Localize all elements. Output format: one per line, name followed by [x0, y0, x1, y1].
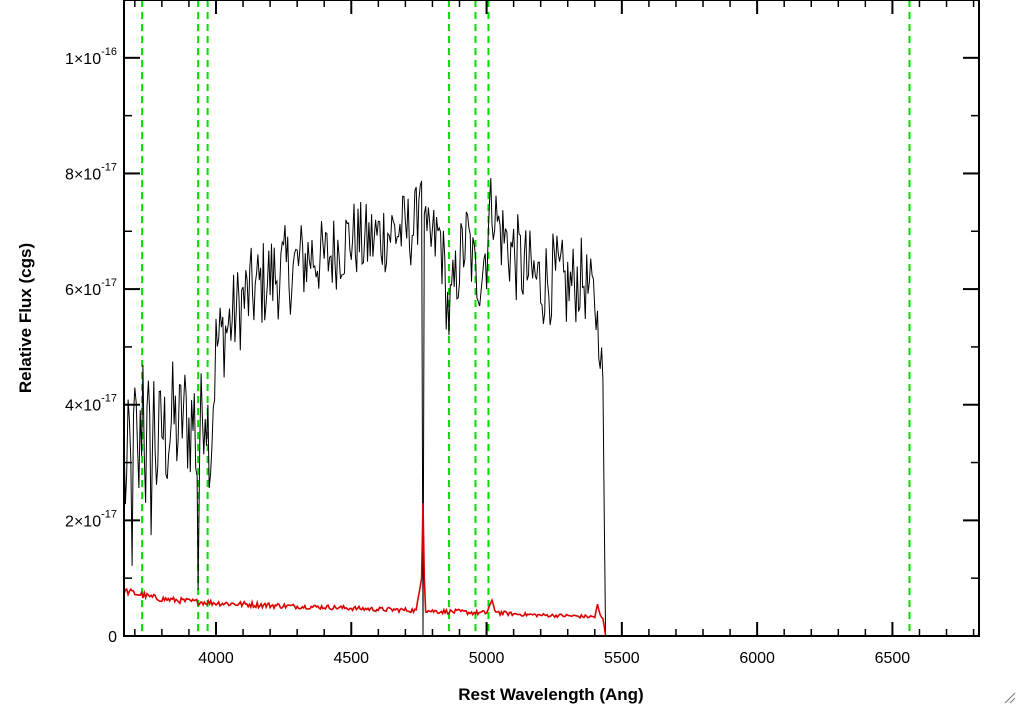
x-tick-label: 4000	[198, 650, 234, 667]
y-tick-label: 0	[108, 629, 117, 646]
x-tick-label: 6000	[739, 650, 775, 667]
y-axis-ticks: 0 2×10-17 4×10-17 6×10-17 8×10-17 1×10-16	[65, 46, 979, 646]
x-tick-label: 5500	[604, 650, 640, 667]
y-tick-label: 2×10-17	[65, 508, 117, 530]
y-tick-label: 1×10-16	[65, 46, 117, 68]
resize-grip-icon[interactable]	[1002, 690, 1016, 704]
x-tick-label: 5000	[469, 650, 505, 667]
y-tick-label: 8×10-17	[65, 161, 117, 183]
y-tick-label: 4×10-17	[65, 393, 117, 415]
x-axis-label: Rest Wavelength (Ang)	[458, 685, 643, 704]
y-axis-label: Relative Flux (cgs)	[16, 243, 35, 393]
plot-frame	[123, 0, 980, 637]
x-tick-label: 6500	[875, 650, 911, 667]
x-tick-label: 4500	[333, 650, 369, 667]
y-tick-label: 6×10-17	[65, 277, 117, 299]
x-axis-ticks: 4000 4500 5000 5500 6000 6500	[134, 0, 975, 667]
